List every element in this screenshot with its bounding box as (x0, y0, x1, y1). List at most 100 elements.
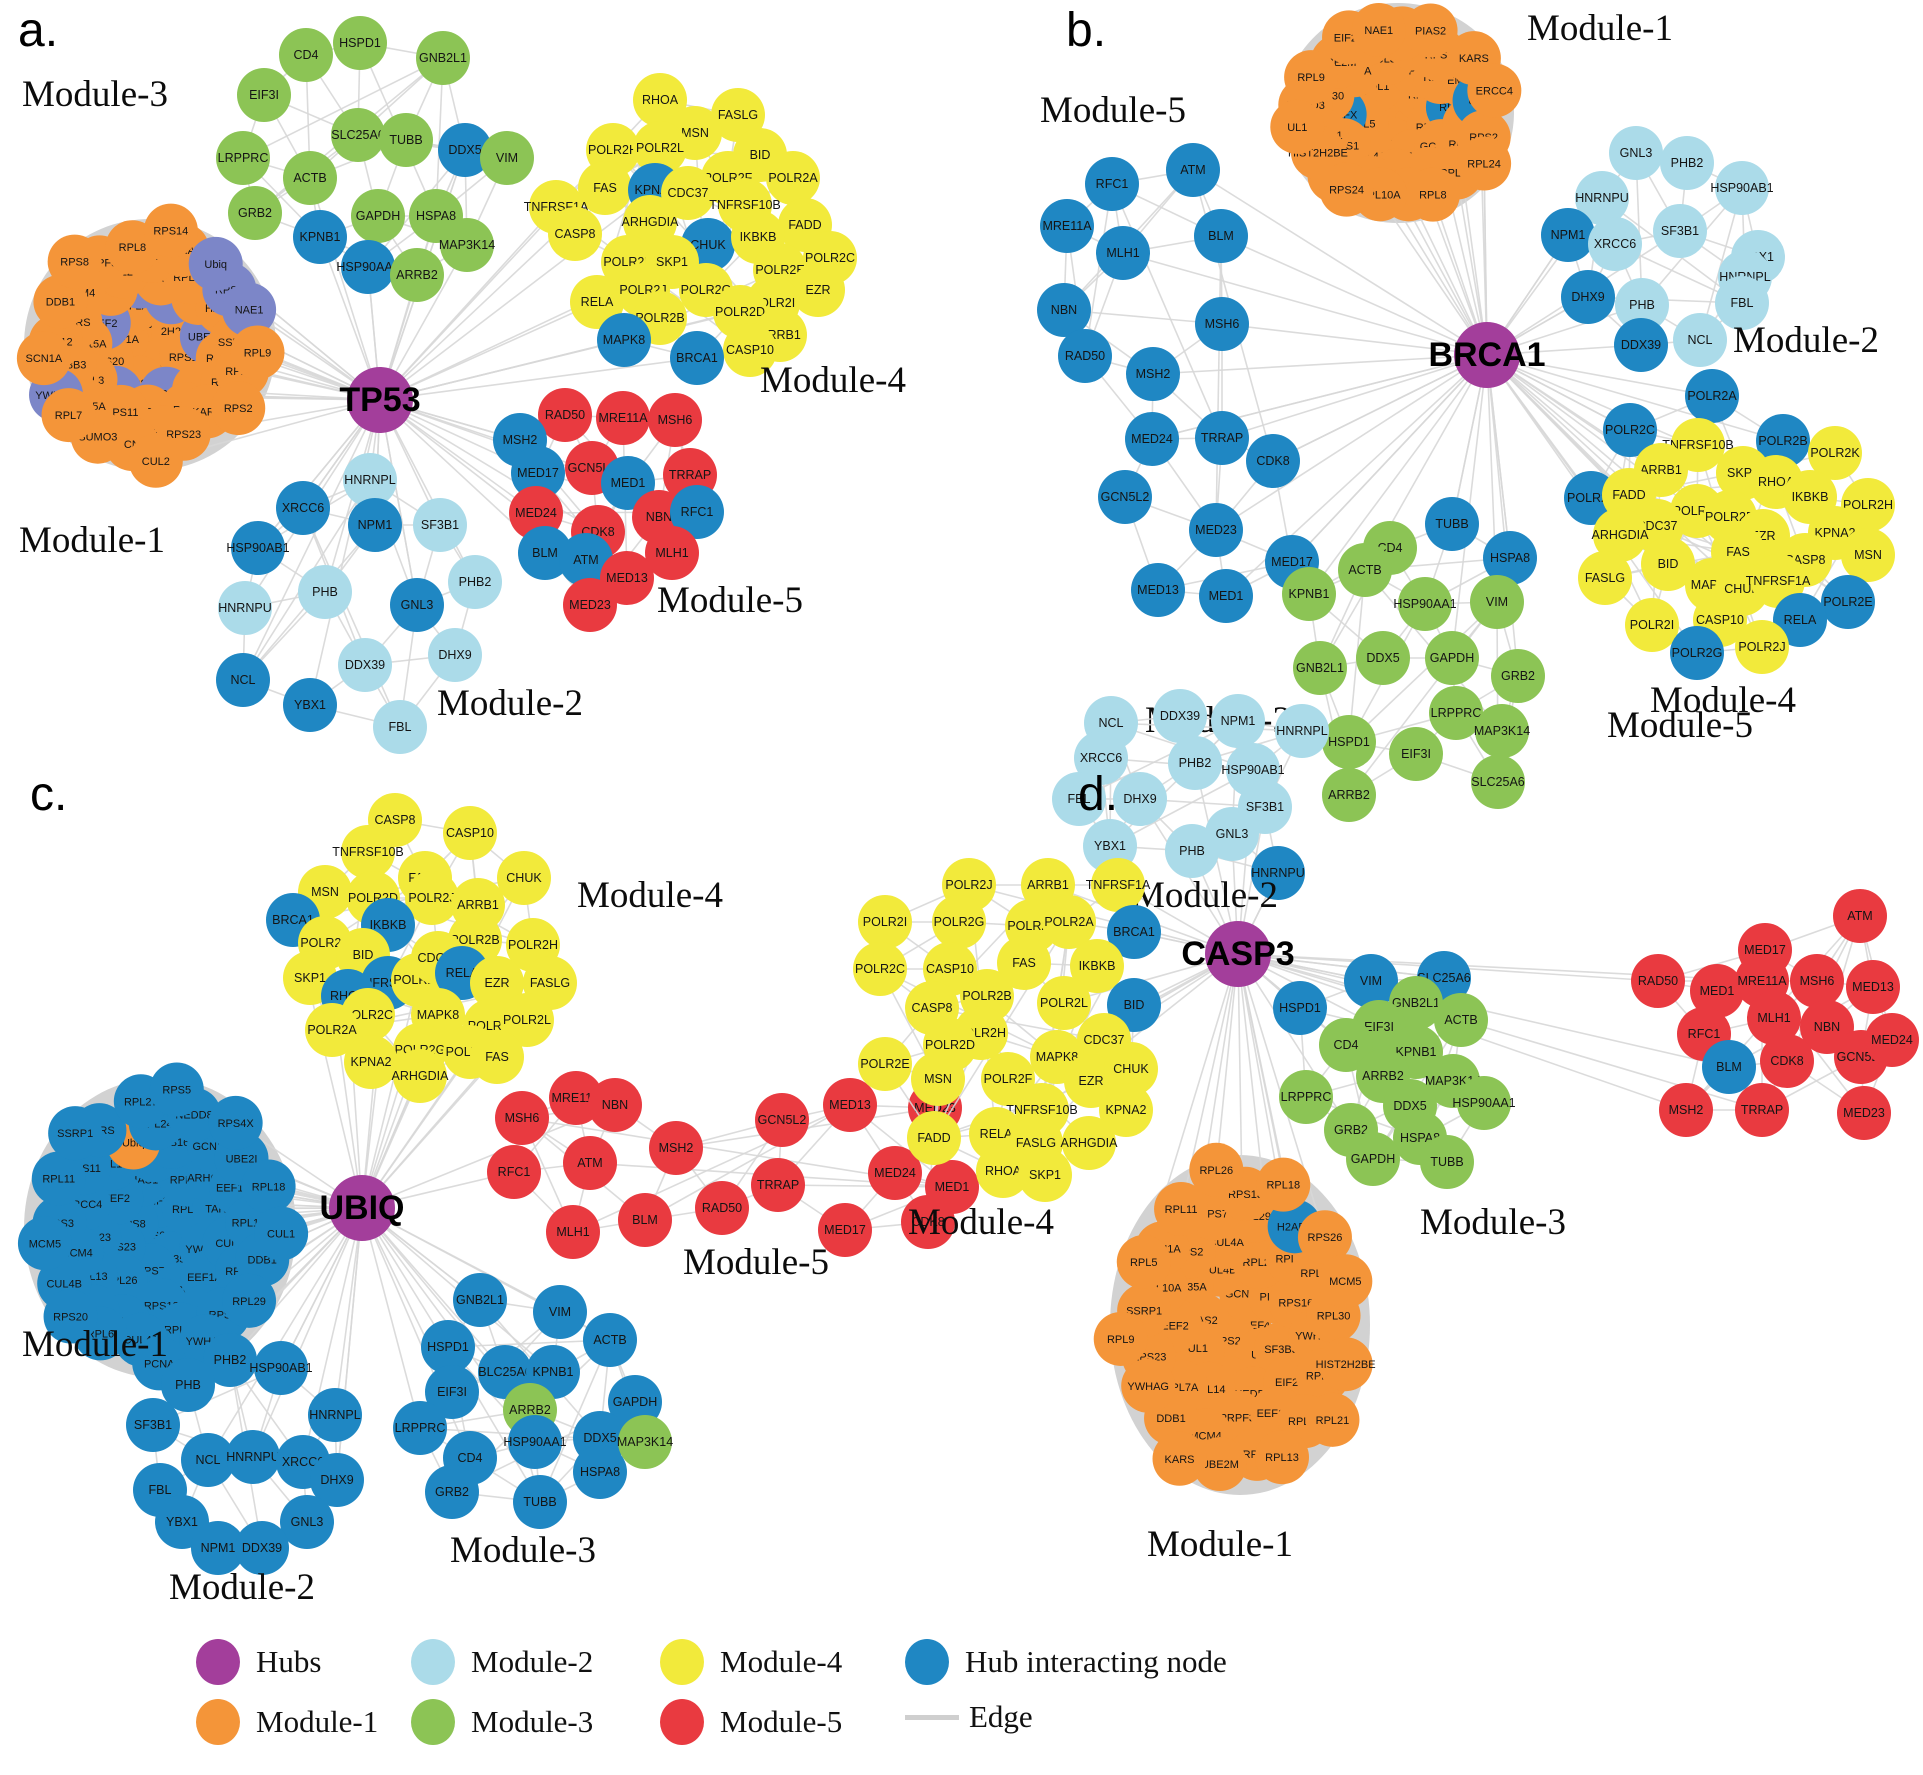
node-label: CD4 (1333, 1038, 1358, 1052)
node-label: SKP1 (656, 255, 688, 269)
node-label: CD4 (293, 48, 318, 62)
node-label: GAPDH (613, 1395, 657, 1409)
node-label: DHX9 (438, 648, 471, 662)
node-LRPPRC: LRPPRC (393, 1401, 447, 1455)
node-label: IKBKB (1079, 959, 1116, 973)
node-label: CD4 (457, 1451, 482, 1465)
node-EIF3I: EIF3I (1389, 727, 1443, 781)
node-label: KPNA2 (1815, 526, 1856, 540)
node-label: POLR2H (1843, 498, 1893, 512)
node-ACTB: ACTB (283, 151, 337, 205)
node-label: XRCC6 (282, 501, 324, 515)
node-label: MED1 (1700, 984, 1735, 998)
node-label: TNFRSF1A (1086, 878, 1151, 892)
node-HSPD1: HSPD1 (333, 16, 387, 70)
node-label: POLR2L (1040, 996, 1088, 1010)
module-4-label: Module-4 (577, 875, 723, 916)
node-label: ACTB (593, 1333, 626, 1347)
node-label: ARRB1 (1640, 463, 1682, 477)
node-RPS26: RPS26 (1297, 1210, 1352, 1265)
node-label: PCNA (144, 1358, 175, 1370)
node-label: CDK8 (1256, 454, 1289, 468)
node-label: MRE11A (598, 411, 648, 425)
node-label: PHB2 (459, 575, 492, 589)
node-label: ACTB (1348, 563, 1381, 577)
module-5-label: Module-5 (1040, 90, 1186, 131)
node-label: NCL (230, 673, 255, 687)
node-label: MSN (1854, 548, 1882, 562)
node-label: POLR2L (503, 1013, 551, 1027)
node-POLR2C: POLR2C (1603, 403, 1657, 457)
node-label: KPNA2 (351, 1055, 392, 1069)
node-label: DDX5 (1393, 1099, 1426, 1113)
node-POLR2L: POLR2L (633, 121, 687, 175)
node-MAP3K14: MAP3K14 (1474, 704, 1530, 758)
node-MED24: MED24 (1125, 412, 1179, 466)
node-label: POLR2C (805, 251, 855, 265)
node-label: RPS14 (153, 226, 188, 238)
node-label: TUBB (523, 1495, 556, 1509)
node-BLM: BLM (1702, 1040, 1756, 1094)
node-CUL1: CUL1 (254, 1206, 309, 1261)
node-NPM1: NPM1 (191, 1521, 245, 1575)
node-label: SF3B1 (421, 518, 459, 532)
node-label: RPL13 (1265, 1452, 1299, 1464)
node-MSN: MSN (1841, 528, 1895, 582)
node-label: RPL9 (1297, 72, 1325, 84)
node-label: SSRP1 (57, 1128, 93, 1140)
node-MLH1: MLH1 (645, 526, 699, 580)
node-POLR2K: POLR2K (1808, 426, 1862, 480)
node-YWHAG: YWHAG (1121, 1358, 1176, 1413)
node-BRCA1: BRCA1 (670, 331, 724, 385)
node-label: GNL3 (1216, 827, 1249, 841)
node-NPM1: NPM1 (348, 498, 402, 552)
panel-a: CUL4BRPS13JL1TARSEEF1A2H2BERPS4EIF2ARPS1… (16, 4, 906, 754)
node-ARHGDIA: ARHGDIA (622, 195, 679, 249)
node-label: RPL27 (124, 1096, 158, 1108)
node-HIST2H2BE: HIST2H2BE (1316, 1337, 1376, 1392)
node-label: ATM (577, 1156, 602, 1170)
node-label: YBX1 (1094, 839, 1126, 853)
node-label: HIST2H2BE (1316, 1359, 1376, 1371)
node-TRRAP: TRRAP (1735, 1083, 1789, 1137)
node-RFC1: RFC1 (487, 1145, 541, 1199)
node-label: GNB2L1 (456, 1293, 504, 1307)
node-label: POLR2L (636, 141, 684, 155)
node-label: GRB2 (435, 1485, 469, 1499)
node-label: FBL (1068, 792, 1091, 806)
node-HSPD1: HSPD1 (421, 1320, 475, 1374)
node-label: GNL3 (291, 1515, 324, 1529)
node-DDX39: DDX39 (338, 638, 392, 692)
node-RPL21: RPL21 (1305, 1392, 1360, 1447)
node-label: CDC37 (1084, 1033, 1125, 1047)
node-label: BID (750, 148, 771, 162)
node-SKP1: SKP1 (1018, 1148, 1072, 1202)
node-VIM: VIM (1344, 954, 1398, 1008)
node-label: NPM1 (201, 1541, 236, 1555)
node-label: TUBB (1430, 1155, 1463, 1169)
node-label: ARRB2 (396, 268, 438, 282)
node-label: POLR2B (1758, 434, 1807, 448)
node-label: MED17 (1271, 555, 1313, 569)
node-label: RPS26 (1308, 1232, 1343, 1244)
node-PHB: PHB (1165, 824, 1219, 878)
panel-d: ARHGEF4RPS20GCN1L1UbiqPIAS2PIAS1RPS9CUL4… (853, 689, 1919, 1565)
node-label: RELA (1784, 613, 1817, 627)
node-label: NAE1 (1364, 25, 1393, 37)
node-MSN: MSN (911, 1052, 965, 1106)
node-label: XRCC6 (1080, 751, 1122, 765)
node-BID: BID (1107, 978, 1161, 1032)
node-GRB2: GRB2 (425, 1465, 479, 1519)
node-EZR: EZR (470, 956, 524, 1010)
node-label: RPL21 (1316, 1415, 1350, 1427)
node-label: PHB2 (1671, 156, 1704, 170)
node-label: TNFRSF10B (332, 845, 404, 859)
node-XRCC6: XRCC6 (276, 481, 330, 535)
node-PHB2: PHB2 (1660, 136, 1714, 190)
node-RAD50: RAD50 (1058, 329, 1112, 383)
node-RAD50: RAD50 (695, 1181, 749, 1235)
hub-UBIQ: UBIQ (320, 1175, 405, 1241)
node-label: CUL2 (142, 456, 170, 468)
node-GNB2L1: GNB2L1 (416, 31, 470, 85)
node-POLR2G: POLR2G (932, 895, 986, 949)
